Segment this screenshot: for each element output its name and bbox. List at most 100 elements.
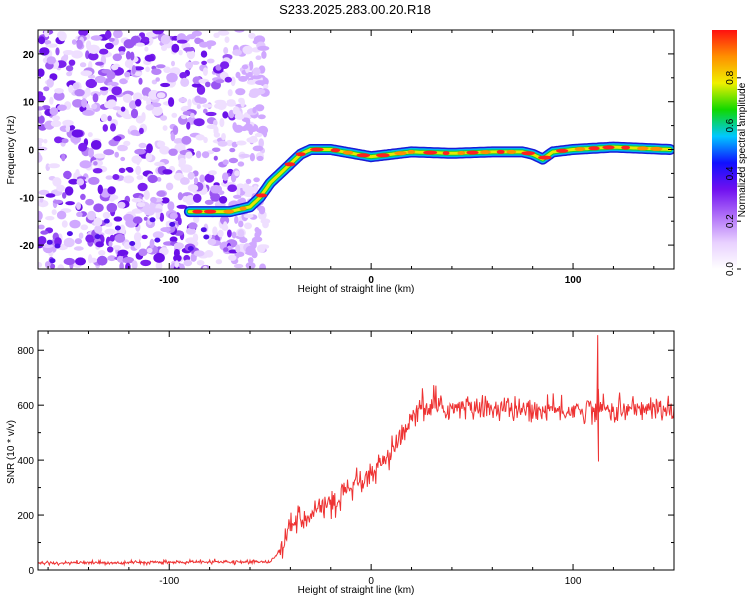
- noise-speckle: [151, 79, 158, 85]
- ridge-peak: [588, 146, 600, 151]
- noise-speckle: [63, 170, 72, 179]
- noise-speckle: [195, 134, 205, 141]
- ridge-peak: [239, 206, 247, 211]
- x-tick-label: -100: [159, 576, 179, 587]
- noise-speckle: [56, 184, 65, 192]
- noise-speckle: [187, 171, 195, 180]
- noise-speckle: [165, 182, 174, 191]
- noise-speckle: [94, 234, 101, 240]
- noise-speckle: [85, 87, 91, 97]
- noise-speckle: [45, 261, 51, 269]
- noise-speckle: [38, 68, 45, 77]
- noise-speckle: [38, 189, 50, 196]
- noise-speckle: [203, 234, 210, 240]
- noise-speckle: [107, 115, 112, 122]
- noise-speckle: [112, 53, 123, 62]
- noise-speckle: [177, 192, 183, 201]
- noise-speckle: [232, 49, 242, 56]
- noise-speckle: [234, 30, 245, 33]
- noise-speckle: [146, 143, 153, 154]
- noise-speckle: [193, 177, 199, 185]
- noise-speckle: [123, 241, 131, 250]
- noise-speckle: [249, 135, 258, 143]
- ridge-peak: [574, 147, 586, 152]
- noise-speckle: [113, 135, 122, 142]
- noise-speckle: [145, 104, 154, 111]
- noise-speckle: [107, 246, 114, 253]
- noise-speckle: [227, 184, 238, 192]
- noise-speckle: [75, 169, 80, 177]
- noise-speckle: [147, 174, 158, 184]
- y-tick-label: 400: [17, 456, 34, 467]
- noise-speckle: [255, 80, 266, 86]
- noise-speckle: [259, 263, 266, 269]
- colorbar-tick-label: 0.8: [725, 70, 736, 84]
- noise-speckle: [196, 104, 201, 110]
- noise-speckle: [138, 248, 148, 257]
- noise-speckle: [63, 237, 75, 248]
- ridge-peak: [394, 151, 407, 156]
- noise-speckle: [171, 112, 178, 118]
- noise-speckle: [167, 201, 175, 211]
- noise-speckle: [72, 82, 80, 90]
- noise-speckle: [234, 170, 240, 177]
- noise-speckle: [108, 37, 115, 42]
- noise-speckle: [61, 192, 67, 199]
- noise-speckle: [251, 239, 257, 249]
- noise-speckle: [257, 114, 266, 120]
- noise-speckle: [49, 258, 56, 264]
- noise-speckle: [46, 56, 56, 65]
- y-tick-label: 0: [28, 146, 34, 157]
- ridge-peak: [342, 150, 354, 155]
- noise-speckle: [131, 197, 143, 203]
- noise-speckle: [49, 107, 59, 116]
- noise-speckle: [204, 173, 215, 183]
- ridge-peak: [556, 148, 569, 153]
- noise-speckle: [253, 177, 260, 183]
- noise-speckle: [38, 94, 46, 102]
- noise-speckle: [206, 124, 218, 129]
- noise-speckle: [131, 155, 142, 164]
- ridge-peak: [650, 146, 663, 151]
- noise-speckle: [102, 124, 109, 132]
- noise-speckle: [200, 227, 207, 233]
- noise-speckle: [176, 39, 188, 44]
- noise-speckle: [203, 108, 208, 114]
- noise-speckle: [119, 51, 125, 56]
- noise-speckle: [135, 165, 142, 176]
- noise-speckle: [57, 264, 65, 269]
- noise-speckle: [127, 167, 134, 173]
- noise-speckle: [243, 123, 253, 131]
- noise-speckle: [155, 77, 160, 82]
- noise-speckle: [180, 77, 190, 87]
- noise-speckle: [85, 40, 92, 51]
- noise-speckle: [183, 259, 193, 267]
- noise-speckle: [245, 262, 256, 269]
- noise-speckle: [210, 184, 223, 194]
- noise-speckle: [237, 229, 245, 238]
- snr-ylabel: SNR (10 * v/v): [6, 420, 17, 484]
- noise-speckle: [146, 247, 153, 254]
- noise-speckle: [242, 45, 253, 55]
- noise-speckle: [201, 60, 208, 65]
- noise-speckle: [150, 196, 157, 203]
- ridge-peak: [496, 149, 505, 154]
- noise-speckle: [62, 50, 74, 55]
- noise-speckle: [112, 106, 122, 111]
- noise-speckle: [187, 246, 194, 251]
- noise-speckle: [178, 49, 183, 56]
- noise-speckle: [172, 125, 179, 135]
- y-tick-label: 20: [23, 50, 35, 61]
- noise-speckle: [71, 39, 77, 45]
- noise-speckle: [186, 121, 191, 130]
- noise-speckle: [156, 177, 162, 182]
- noise-speckle: [143, 189, 150, 200]
- noise-speckle: [141, 234, 148, 240]
- noise-speckle: [105, 175, 114, 180]
- noise-speckle: [183, 47, 195, 52]
- noise-speckle: [227, 89, 233, 97]
- noise-speckle: [173, 254, 182, 262]
- noise-speckle: [111, 64, 119, 71]
- noise-speckle: [229, 147, 236, 153]
